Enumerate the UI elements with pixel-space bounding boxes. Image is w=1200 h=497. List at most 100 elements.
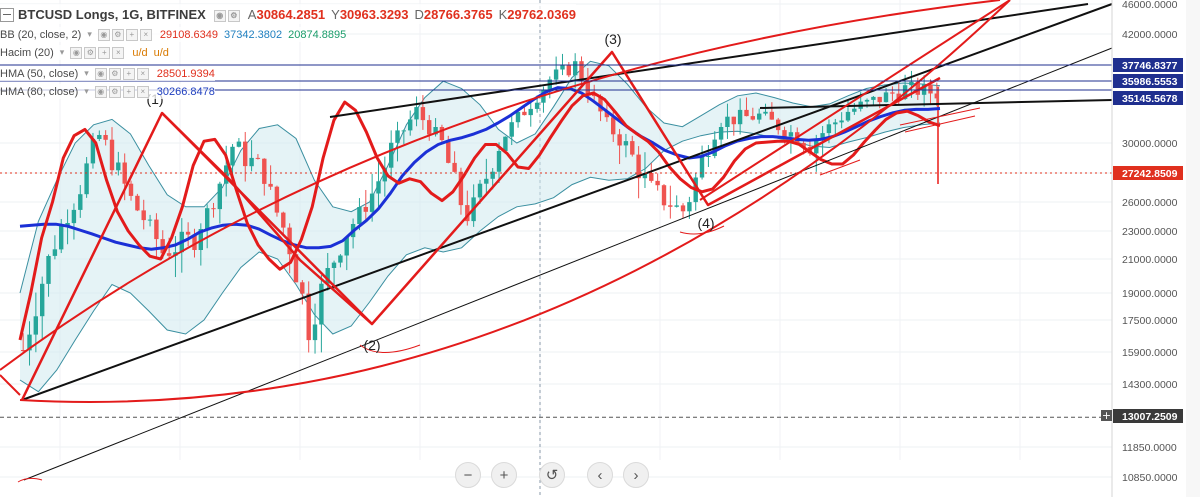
candle-body [154, 219, 159, 240]
indicator-volume[interactable]: Hacim (20) ▾ ◉ ⚙ + × u/d u/d [0, 45, 169, 60]
close-icon[interactable]: × [136, 85, 149, 98]
candle-body [185, 231, 191, 235]
settings-icon[interactable]: ⚙ [84, 46, 97, 59]
scribble-2 [359, 344, 421, 353]
elliott-wave-path [20, 50, 941, 401]
ohlc-controls[interactable]: ◉ ⚙ [213, 6, 242, 22]
candle-body [553, 69, 559, 80]
reset-button[interactable]: ↺ [539, 462, 565, 488]
indicator-name: BB (20, close, 2) [0, 28, 82, 41]
candle-body [236, 141, 242, 147]
settings-icon[interactable]: ⚙ [108, 67, 121, 80]
hma80-value: 30266.8478 [156, 85, 215, 98]
indicator-hma50[interactable]: HMA (50, close) ▾ ◉ ⚙ + × 28501.9394 [0, 66, 215, 81]
candle-body [934, 93, 939, 99]
price-marker-box [1113, 91, 1183, 105]
candle-body [268, 183, 273, 187]
candle-body [655, 180, 660, 186]
symbol-title: BTCUSD Longs, 1G, BITFINEX [18, 6, 206, 22]
price-marker-label: 35145.5678 [1122, 93, 1178, 105]
candle-body [534, 102, 540, 109]
drawings: (1)(2)(3)(4) [0, 0, 1113, 483]
right-scrollbar[interactable] [1186, 0, 1200, 497]
candle-body [382, 167, 387, 182]
eye-icon[interactable]: ◉ [70, 46, 83, 59]
chevron-down-icon[interactable]: ▾ [87, 29, 92, 39]
red-arc-upper [0, 0, 1001, 371]
chevron-down-icon[interactable]: ▾ [84, 68, 89, 78]
hma50-value: 28501.9394 [156, 67, 215, 80]
candle-body [325, 268, 330, 284]
wave-1-2-leg [161, 112, 373, 325]
eye-icon[interactable]: ◉ [94, 67, 107, 80]
add-icon[interactable]: + [98, 46, 111, 59]
candle-body [477, 183, 483, 198]
visibility-icon[interactable]: ◉ [213, 10, 226, 22]
candle-body [344, 237, 349, 256]
y-tick-label: 46000.0000 [1122, 0, 1178, 11]
price-marker-box [1113, 58, 1183, 72]
add-icon[interactable]: + [122, 67, 135, 80]
candle-body [46, 256, 51, 284]
price-axis: 46000.000042000.000030000.000028000.0000… [1101, 0, 1186, 497]
candle-body [490, 171, 495, 179]
candle-body [852, 108, 857, 112]
zoom-out-button[interactable]: − [455, 462, 481, 488]
ohlc-high-key: Y [331, 6, 340, 22]
collapse-icon[interactable] [0, 8, 14, 22]
candle-body [84, 163, 89, 195]
crosshair-plus-button [1101, 410, 1112, 421]
candle-body [744, 109, 749, 117]
close-icon[interactable]: × [136, 67, 149, 80]
candle-body [820, 133, 825, 140]
zoom-toolbar: − + ↺ ‹ › [455, 462, 649, 488]
candle-body [496, 151, 502, 172]
close-icon[interactable]: × [139, 28, 152, 41]
candle-body [97, 135, 102, 139]
candle-body [33, 316, 38, 335]
chevron-down-icon[interactable]: ▾ [84, 86, 89, 96]
add-icon[interactable]: + [125, 28, 138, 41]
candle-body [833, 122, 838, 125]
eye-icon[interactable]: ◉ [94, 85, 107, 98]
add-icon[interactable]: + [122, 85, 135, 98]
candle-body [871, 96, 876, 100]
settings-icon[interactable]: ⚙ [108, 85, 121, 98]
indicator-hma80[interactable]: HMA (80, close) ▾ ◉ ⚙ + × 30266.8478 [0, 84, 215, 99]
candle-body [135, 195, 140, 211]
candle-body [71, 209, 77, 224]
trendline-upper-black [329, 3, 1089, 118]
indicator-name: HMA (80, close) [0, 85, 79, 98]
settings-icon[interactable]: ⚙ [227, 10, 240, 22]
eye-icon[interactable]: ◉ [97, 28, 110, 41]
candle-body [566, 64, 571, 76]
red-line-steep [699, 0, 1011, 201]
chevron-down-icon[interactable]: ▾ [59, 47, 65, 57]
candle-body [401, 130, 406, 132]
scroll-forward-button[interactable]: › [623, 462, 649, 488]
y-tick-label: 14300.0000 [1122, 379, 1178, 391]
red-line-start [0, 374, 21, 396]
price-marker-label: 13007.2509 [1122, 411, 1178, 423]
scroll-back-button[interactable]: ‹ [587, 462, 613, 488]
candle-body [630, 141, 635, 155]
zoom-in-button[interactable]: + [491, 462, 517, 488]
candle-body [439, 127, 445, 141]
candle-body [192, 234, 197, 250]
candle-body [281, 212, 286, 228]
scribble-4 [679, 225, 725, 235]
candle-body [420, 107, 426, 121]
price-marker-label: 27242.8509 [1122, 168, 1178, 180]
candle-body [243, 141, 248, 167]
candle-body [312, 324, 318, 341]
candle-body [769, 111, 774, 120]
close-icon[interactable]: × [112, 46, 125, 59]
bb-upper-value: 37342.3802 [223, 28, 283, 41]
indicator-bb[interactable]: BB (20, close, 2) ▾ ◉ ⚙ + × 29108.6349 37342… [0, 27, 347, 42]
settings-icon[interactable]: ⚙ [111, 28, 124, 41]
candle-body [249, 157, 254, 167]
candle-body [427, 120, 432, 135]
candle-body [357, 207, 362, 224]
candle-body [369, 193, 375, 212]
